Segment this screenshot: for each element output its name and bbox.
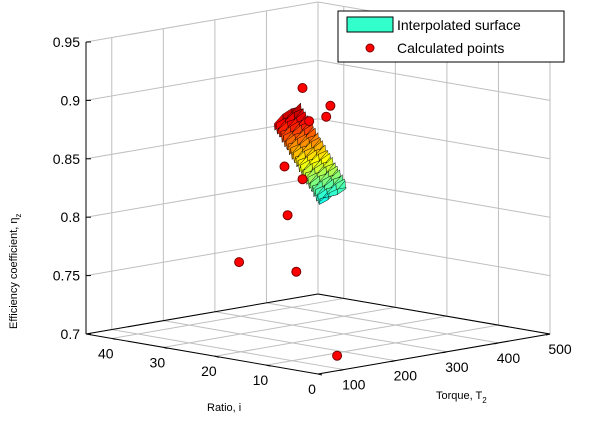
legend-point-marker [365, 43, 375, 53]
y-tick-mark [494, 342, 499, 345]
floor-grid-line [111, 297, 344, 339]
axes-box [85, 41, 551, 376]
wall-grid-line [317, 235, 551, 277]
calculated-point [332, 350, 343, 361]
x-tick-mark [111, 337, 116, 340]
floor-edge [85, 293, 319, 335]
x-axis-line [85, 333, 319, 375]
grid [85, 1, 551, 375]
y-tick-mark [339, 369, 344, 372]
floor-grid-line [214, 311, 447, 353]
tick-labels: 0 10 20 30 40 100 200 300 400 500 0.7 0.75 0.8 0.85 0.… [53, 34, 572, 397]
surface-patch [319, 192, 330, 202]
calculated-point [304, 116, 315, 127]
calculated-points [234, 83, 343, 361]
y-axis-line [317, 333, 551, 375]
x-tick-label: 40 [98, 345, 114, 361]
calculated-point [279, 161, 290, 172]
y-tick-label: 100 [342, 377, 366, 393]
floor-grid-line [214, 315, 447, 357]
wall-grid-line [317, 176, 551, 218]
x-tick-label: 30 [150, 354, 166, 370]
x-tick-mark [163, 346, 168, 349]
y-tick-label: 300 [445, 359, 469, 375]
calculated-point [234, 257, 245, 268]
x-axis-label: Ratio, i [207, 402, 241, 414]
wall-grid-line [317, 59, 551, 101]
calculated-point [291, 266, 302, 277]
z-tick-label: 0.9 [61, 92, 81, 108]
calculated-point [321, 111, 332, 122]
y-axis-label: Torque, T2 [436, 390, 487, 405]
y-tick-mark [545, 333, 551, 336]
y-tick-label: 500 [548, 341, 572, 357]
wall-grid-line [85, 235, 319, 277]
legend-surface-label: Interpolated surface [397, 17, 521, 33]
floor-grid-line [163, 320, 396, 362]
wall-grid-line [85, 1, 319, 43]
x-tick-label: 10 [253, 372, 269, 388]
y-tick-mark [442, 351, 448, 354]
legend-points-label: Calculated points [397, 40, 504, 56]
floor-grid-line [266, 302, 499, 344]
z-tick-label: 0.7 [61, 326, 81, 342]
calculated-point [297, 174, 308, 185]
floor-edge [317, 293, 551, 335]
floor-grid-line [111, 329, 344, 371]
z-tick-label: 0.85 [53, 151, 80, 167]
calculated-point [282, 210, 293, 221]
y-tick-mark [391, 360, 396, 363]
x-tick-mark [317, 373, 323, 376]
y-tick-label: 200 [394, 368, 418, 384]
x-tick-label: 0 [308, 381, 316, 397]
calculated-point [325, 100, 336, 111]
interpolated-surface [273, 102, 347, 205]
floor-grid-line [266, 324, 499, 366]
wall-grid-line [85, 59, 319, 101]
calculated-point [297, 83, 308, 93]
legend-surface-patch [346, 16, 394, 33]
z-tick-label: 0.8 [61, 209, 81, 225]
x-tick-label: 20 [201, 363, 217, 379]
floor-grid-line [163, 306, 396, 348]
z-axis-label: Efficiency coefficient, ηz [8, 214, 23, 330]
wall-grid-line [85, 176, 319, 218]
z-tick-label: 0.75 [53, 268, 80, 284]
z-tick-label: 0.95 [53, 34, 80, 50]
y-tick-label: 400 [497, 350, 521, 366]
x-tick-mark [266, 364, 271, 367]
legend: Interpolated surface Calculated points [337, 10, 565, 63]
wall-grid-line [317, 118, 551, 160]
x-tick-mark [214, 355, 220, 358]
